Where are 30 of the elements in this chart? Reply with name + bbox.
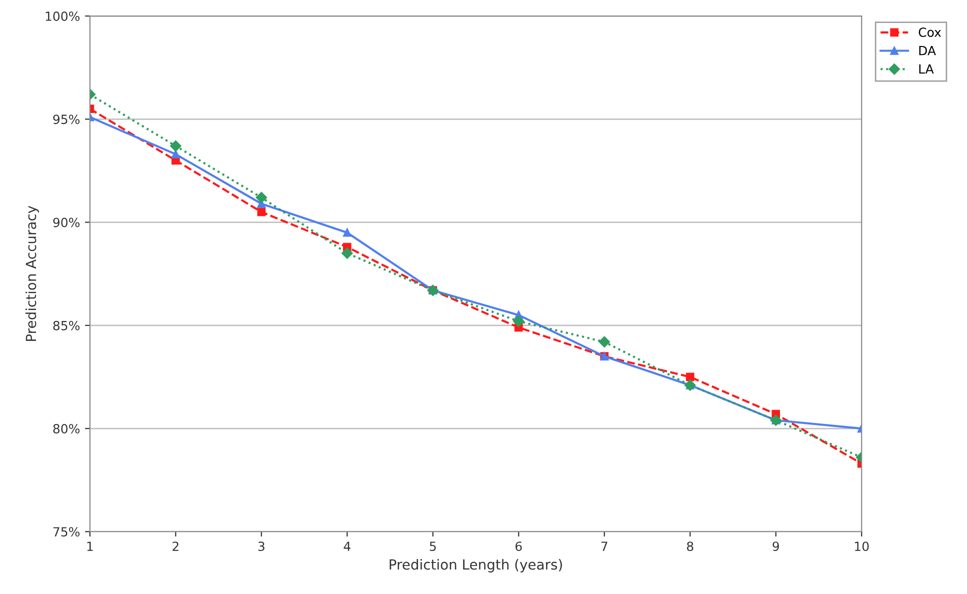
legend-label: Cox — [918, 28, 942, 37]
point — [170, 140, 182, 152]
legend-label: LA — [919, 64, 934, 74]
x-tick-label: 4 — [344, 542, 350, 551]
x-axis-title: Prediction Length (years) — [390, 559, 562, 572]
y-tick-label: 75% — [53, 527, 80, 537]
point — [598, 336, 610, 348]
x-tick-label: 9 — [772, 542, 779, 552]
y-tick-label: 80% — [53, 424, 80, 434]
point — [257, 208, 266, 216]
point — [342, 228, 352, 237]
x-tick-label: 5 — [430, 542, 436, 552]
point — [342, 248, 353, 259]
x-tick-label: 7 — [601, 542, 608, 551]
x-tick-label: 8 — [686, 542, 694, 552]
y-axis-title: Prediction Accuracy — [25, 206, 39, 341]
y-tick-label: 90% — [53, 218, 80, 228]
x-tick-label: 2 — [172, 542, 178, 551]
x-tick-label: 10 — [855, 542, 869, 552]
y-tick-label: 95% — [53, 114, 80, 124]
y-tick-label: 100% — [46, 12, 80, 21]
point — [256, 192, 268, 204]
y-tick-label: 85% — [53, 320, 80, 330]
x-tick-label: 1 — [87, 542, 93, 551]
point — [686, 372, 694, 382]
point — [513, 316, 524, 327]
legend-label: DA — [919, 46, 936, 56]
x-tick-label: 6 — [516, 542, 522, 552]
x-tick-label: 3 — [258, 542, 264, 552]
point — [172, 150, 180, 158]
